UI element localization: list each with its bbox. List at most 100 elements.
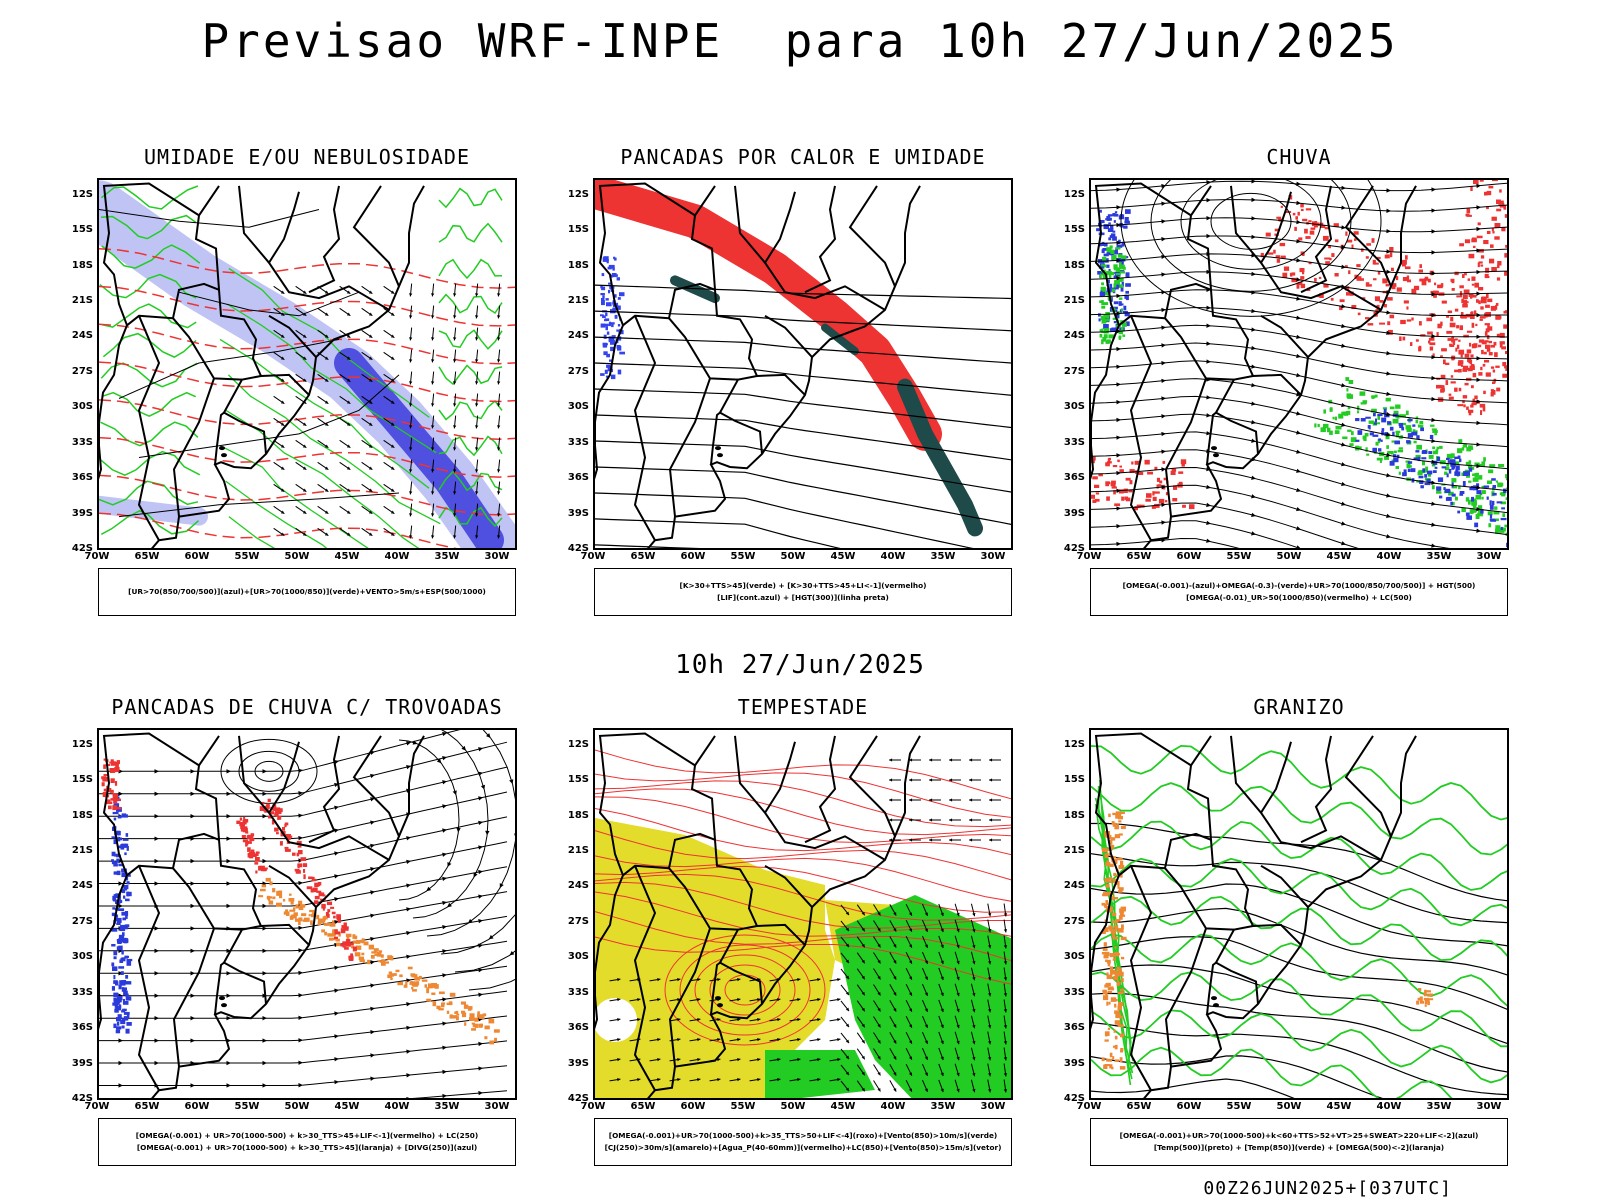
- latitude-label: 36S: [567, 472, 589, 484]
- latitude-label: 12S: [1063, 188, 1085, 200]
- legend-box: [OMEGA(-0.001)+UR>70(1000-500)+k>35_TTS>…: [594, 1118, 1012, 1166]
- latitude-label: 21S: [1063, 845, 1085, 856]
- latitude-label: 21S: [1063, 295, 1085, 306]
- legend-line: [OMEGA(-0.001) + UR>70(1000-500) + k>30_…: [135, 1131, 479, 1140]
- latitude-label: 33S: [1063, 986, 1085, 998]
- longitude-label: 65W: [1126, 1101, 1152, 1112]
- panel-title: PANCADAS DE CHUVA C/ TROVOADAS: [111, 695, 503, 719]
- latitude-label: 27S: [567, 365, 589, 377]
- longitude-label: 45W: [334, 551, 360, 562]
- legend-line: [CJ(250)>30m/s](amarelo)+[Agua_P(40-60mm…: [604, 1143, 1002, 1152]
- panel-title: PANCADAS POR CALOR E UMIDADE: [620, 145, 986, 169]
- legend-line: [Temp(500)](preto) + [Temp(850)](verde) …: [1153, 1143, 1445, 1152]
- longitude-label: 35W: [930, 551, 956, 562]
- longitude-label: 30W: [484, 551, 510, 562]
- longitude-label: 55W: [1226, 1101, 1252, 1112]
- latitude-label: 33S: [567, 986, 589, 998]
- legend-line: [UR>70(850/700/500)](azul)+[UR>70(1000/8…: [128, 587, 486, 596]
- latitude-label: 18S: [71, 259, 93, 271]
- longitude-label: 55W: [1226, 551, 1252, 562]
- latitude-label: 42S: [1063, 543, 1085, 554]
- map-field: [1091, 732, 1507, 1098]
- map-field: [99, 730, 515, 1098]
- longitude-label: 60W: [1176, 551, 1202, 562]
- longitude-label: 30W: [980, 1101, 1006, 1112]
- longitude-label: 65W: [1126, 551, 1152, 562]
- latitude-label: 30S: [1063, 401, 1085, 413]
- latitude-label: 30S: [71, 401, 93, 413]
- map-panel: [1089, 178, 1509, 550]
- longitude-label: 50W: [284, 551, 310, 562]
- longitude-label: 60W: [184, 551, 210, 562]
- longitude-label: 60W: [1176, 1101, 1202, 1112]
- longitude-label: 45W: [1326, 1101, 1352, 1112]
- longitude-label: 40W: [880, 1101, 906, 1112]
- legend-line: [OMEGA(-0.001)+UR>70(1000-500)+k<60+TTS>…: [1119, 1131, 1479, 1140]
- latitude-label: 18S: [567, 809, 589, 821]
- longitude-label: 60W: [680, 551, 706, 562]
- map-panel: [593, 728, 1013, 1100]
- main-title: Previsao WRF-INPE para 10h 27/Jun/2025: [201, 14, 1399, 68]
- map-field: [1091, 180, 1507, 548]
- map-panel: [97, 728, 517, 1100]
- map-field: [99, 180, 515, 548]
- latitude-label: 42S: [567, 1093, 589, 1104]
- latitude-label: 36S: [1063, 472, 1085, 484]
- longitude-label: 35W: [434, 1101, 460, 1112]
- longitude-label: 55W: [730, 551, 756, 562]
- longitude-label: 45W: [830, 551, 856, 562]
- latitude-label: 39S: [1063, 1057, 1085, 1069]
- latitude-label: 21S: [567, 845, 589, 856]
- latitude-label: 36S: [567, 1022, 589, 1034]
- longitude-label: 45W: [1326, 551, 1352, 562]
- longitude-label: 40W: [880, 551, 906, 562]
- run-time-label: 00Z26JUN2025+[037UTC]: [1203, 1178, 1452, 1199]
- map-panel: [97, 178, 517, 550]
- map-field: [595, 732, 1011, 1098]
- latitude-label: 33S: [71, 436, 93, 448]
- longitude-label: 70W: [1076, 1101, 1102, 1112]
- latitude-label: 18S: [1063, 809, 1085, 821]
- longitude-label: 40W: [384, 1101, 410, 1112]
- latitude-label: 33S: [567, 436, 589, 448]
- latitude-label: 42S: [71, 543, 93, 554]
- map-field: [595, 180, 1011, 548]
- longitude-label: 65W: [630, 1101, 656, 1112]
- legend-line: [LIF](cont.azul) + [HGT(300)](linha pret…: [717, 593, 889, 602]
- longitude-label: 50W: [1276, 551, 1302, 562]
- valid-time-label: 10h 27/Jun/2025: [675, 650, 925, 680]
- latitude-label: 15S: [1063, 774, 1085, 786]
- longitude-label: 65W: [134, 551, 160, 562]
- latitude-label: 21S: [71, 295, 93, 306]
- latitude-label: 24S: [71, 880, 93, 892]
- longitude-label: 70W: [580, 1101, 606, 1112]
- latitude-label: 27S: [1063, 915, 1085, 927]
- latitude-label: 15S: [1063, 224, 1085, 236]
- latitude-label: 27S: [71, 915, 93, 927]
- longitude-label: 50W: [284, 1101, 310, 1112]
- latitude-label: 21S: [71, 845, 93, 856]
- latitude-label: 42S: [71, 1093, 93, 1104]
- longitude-label: 70W: [580, 551, 606, 562]
- longitude-label: 70W: [84, 551, 110, 562]
- latitude-label: 39S: [567, 507, 589, 519]
- latitude-label: 39S: [71, 1057, 93, 1069]
- longitude-label: 30W: [484, 1101, 510, 1112]
- latitude-label: 12S: [567, 738, 589, 750]
- latitude-label: 39S: [567, 1057, 589, 1069]
- longitude-label: 65W: [630, 551, 656, 562]
- panel-title: TEMPESTADE: [737, 695, 869, 719]
- legend-line: [OMEGA(-0.001) + UR>70(1000-500) + k>30_…: [136, 1143, 478, 1152]
- latitude-label: 24S: [1063, 330, 1085, 342]
- longitude-label: 35W: [1426, 551, 1452, 562]
- longitude-label: 65W: [134, 1101, 160, 1112]
- latitude-label: 42S: [1063, 1093, 1085, 1104]
- latitude-label: 24S: [567, 880, 589, 892]
- longitude-label: 30W: [1476, 551, 1502, 562]
- longitude-label: 55W: [730, 1101, 756, 1112]
- legend-box: [UR>70(850/700/500)](azul)+[UR>70(1000/8…: [98, 568, 516, 616]
- legend-line: [K>30+TTS>45](verde) + [K>30+TTS>45+LI<-…: [679, 581, 927, 590]
- longitude-label: 50W: [780, 551, 806, 562]
- longitude-label: 50W: [1276, 1101, 1302, 1112]
- legend-box: [OMEGA(-0.001)+UR>70(1000-500)+k<60+TTS>…: [1090, 1118, 1508, 1166]
